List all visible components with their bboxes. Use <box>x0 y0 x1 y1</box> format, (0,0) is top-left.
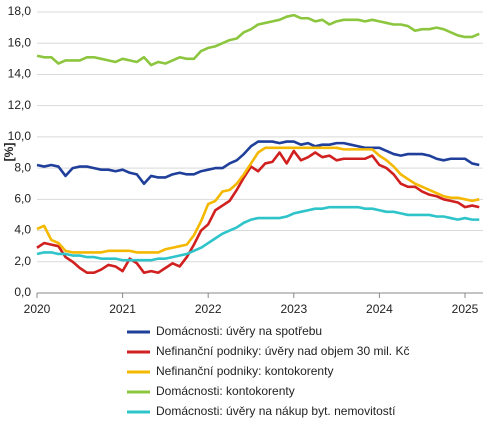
y-tick-label: 0,0 <box>14 285 31 299</box>
y-tick-label: 2,0 <box>14 254 31 268</box>
y-tick-label: 18,0 <box>8 4 32 18</box>
x-tick-label: 2020 <box>24 302 51 316</box>
x-tick-label: 2025 <box>452 302 479 316</box>
series-line <box>36 149 480 275</box>
y-tick-label: 16,0 <box>8 35 32 49</box>
series-line <box>36 13 480 67</box>
y-tick-label: 8,0 <box>14 160 31 174</box>
x-tick-label: 2023 <box>280 302 307 316</box>
y-tick-label: 6,0 <box>14 192 31 206</box>
series-line <box>36 146 480 254</box>
series-line <box>36 140 480 186</box>
x-tick-label: 2021 <box>109 302 136 316</box>
legend-label: Nefinanční podniky: úvěry nad objem 30 m… <box>156 344 409 358</box>
series-line <box>36 205 480 262</box>
y-tick-label: 4,0 <box>14 223 31 237</box>
legend-label: Nefinanční podniky: kontokorenty <box>156 364 333 378</box>
legend-label: Domácnosti: úvěry na spotřebu <box>156 324 322 338</box>
y-tick-label: 14,0 <box>8 67 32 81</box>
legend-label: Domácnosti: úvěry na nákup byt. nemovito… <box>156 404 396 418</box>
legend-label: Domácnosti: kontokorenty <box>156 384 295 398</box>
y-tick-label: 10,0 <box>8 129 32 143</box>
x-tick-label: 2024 <box>366 302 393 316</box>
y-tick-label: 12,0 <box>8 98 32 112</box>
y-axis-label: [%] <box>2 143 16 162</box>
x-tick-label: 2022 <box>195 302 222 316</box>
